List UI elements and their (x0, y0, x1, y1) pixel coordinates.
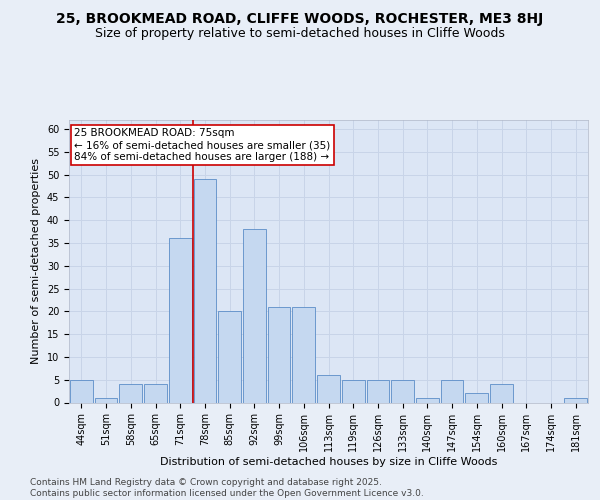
Text: 25 BROOKMEAD ROAD: 75sqm
← 16% of semi-detached houses are smaller (35)
84% of s: 25 BROOKMEAD ROAD: 75sqm ← 16% of semi-d… (74, 128, 331, 162)
Bar (391, 380, 414, 402)
Bar (144, 384, 167, 402)
Bar (268, 307, 290, 402)
Bar (367, 380, 389, 402)
Bar (119, 384, 142, 402)
Text: Size of property relative to semi-detached houses in Cliffe Woods: Size of property relative to semi-detach… (95, 28, 505, 40)
Bar (416, 398, 439, 402)
Bar (342, 380, 365, 402)
Bar (70, 380, 93, 402)
Bar (169, 238, 191, 402)
Bar (194, 179, 216, 402)
Text: Contains HM Land Registry data © Crown copyright and database right 2025.
Contai: Contains HM Land Registry data © Crown c… (30, 478, 424, 498)
Bar (292, 307, 315, 402)
Bar (441, 380, 463, 402)
X-axis label: Distribution of semi-detached houses by size in Cliffe Woods: Distribution of semi-detached houses by … (160, 457, 497, 467)
Bar (218, 312, 241, 402)
Bar (490, 384, 513, 402)
Bar (564, 398, 587, 402)
Bar (317, 375, 340, 402)
Y-axis label: Number of semi-detached properties: Number of semi-detached properties (31, 158, 41, 364)
Bar (243, 230, 266, 402)
Bar (95, 398, 118, 402)
Bar (466, 394, 488, 402)
Text: 25, BROOKMEAD ROAD, CLIFFE WOODS, ROCHESTER, ME3 8HJ: 25, BROOKMEAD ROAD, CLIFFE WOODS, ROCHES… (56, 12, 544, 26)
